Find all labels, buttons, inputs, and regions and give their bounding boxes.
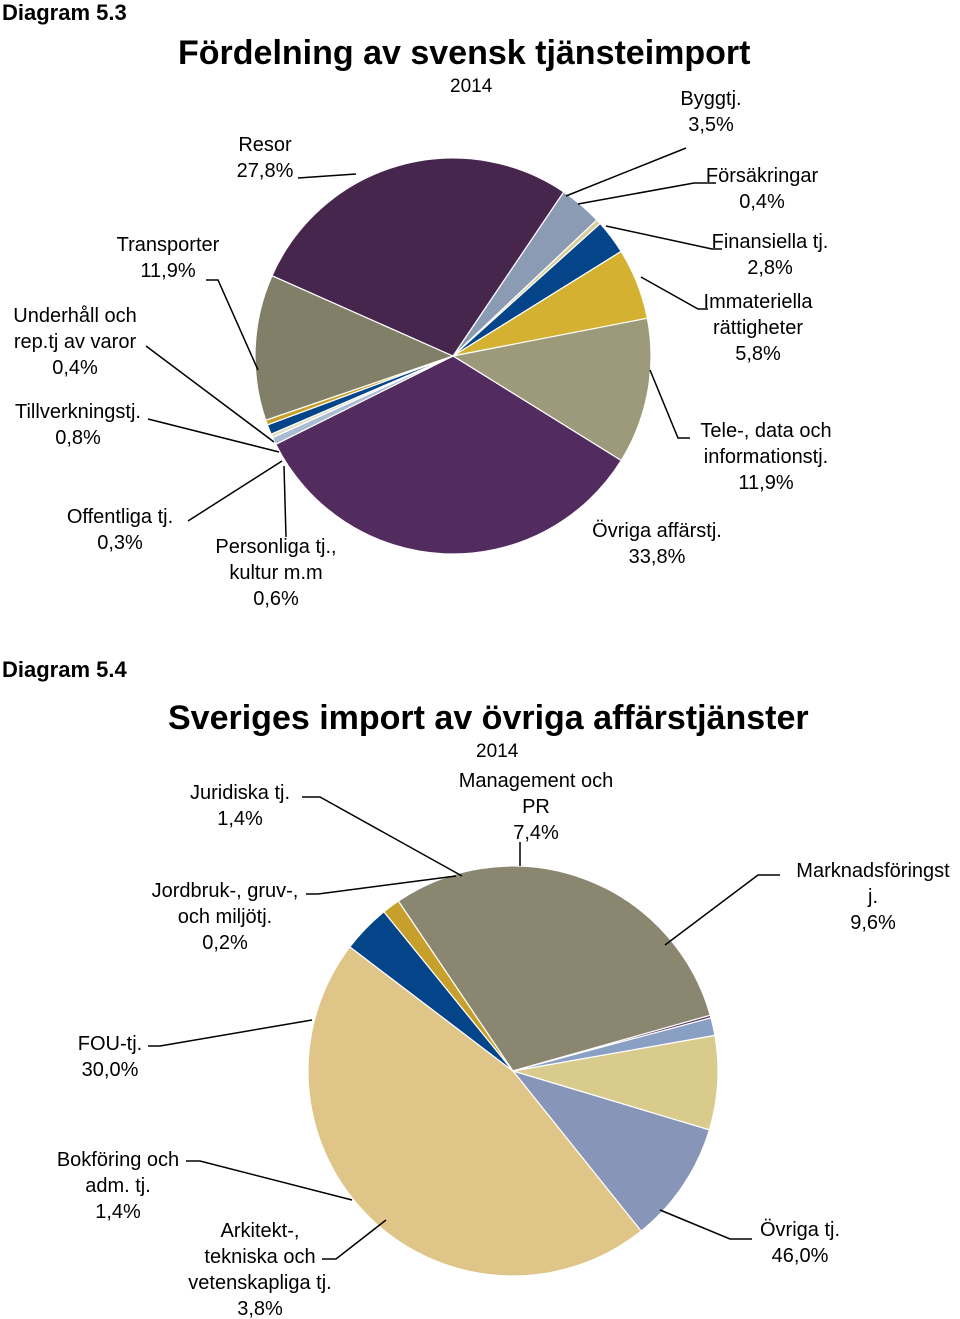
pie1-slice-ovriga-affarstj (274, 355, 623, 555)
pie2-label-management-och-pr: Management och PR 7,4% (459, 770, 614, 844)
chart-title-1: Fördelning av svensk tjänsteimport (178, 34, 751, 72)
pie1-leader-line-byggtj (565, 147, 687, 197)
pie-chart-1: Byggtj. 3,5% Försäkringar 0,4% Finansiella t… (13, 88, 831, 610)
pie1-label-underhall-och-rep-tj-av-varor: Underhåll och rep.tj av varor 0,4% (13, 305, 136, 379)
pie2-label-jordbruk-gruv-och-miljotj: Jordbruk-, gruv-, och miljötj. 0,2% (152, 880, 299, 954)
pie2-label-marknadsforingst-j: Marknadsföringst j. 9,6% (796, 860, 950, 934)
pie1-label-tillverkningstj: Tillverkningstj. 0,8% (15, 401, 141, 449)
pie2-label-bokforing-och-adm-tj: Bokföring och adm. tj. 1,4% (57, 1149, 179, 1223)
pie1-label-offentliga-tj: Offentliga tj. 0,3% (67, 506, 173, 554)
pie1-leader-line-transporter (206, 279, 259, 371)
pie2-leader-line-arkitekt-tekniska-och-vetenskapliga-tj (322, 1219, 387, 1260)
pie1-label-personliga-tj-kultur-m-m: Personliga tj., kultur m.m 0,6% (215, 536, 336, 610)
pie1-leader-line-underhall-och-rep-tj-av-varor (145, 345, 275, 443)
pie2-slice-juridiska-tj (512, 1017, 716, 1072)
pie2-leader-line-ovriga-tj (659, 1209, 752, 1240)
chart-year-2: 2014 (476, 741, 519, 762)
pie1-label-immateriella-rattigheter: Immateriella rättigheter 5,8% (704, 291, 814, 365)
pie1-slice-tele-data-och-informationstj (451, 317, 652, 462)
pie1-leader-line-tillverkningstj (147, 418, 280, 453)
pie2-slice-fou-tj (397, 865, 712, 1072)
pie1-label-ovriga-affarstj: Övriga affärstj. 33,8% (592, 520, 722, 568)
pie1-leader-line-forsakringar (577, 182, 716, 205)
pie2-slice-marknadsforingst-j (511, 1069, 711, 1232)
pie1-slice-transporter (254, 274, 455, 421)
pie1-label-forsakringar: Försäkringar 0,4% (706, 165, 819, 213)
pie1-leader-line-finansiella-tj (605, 225, 722, 250)
diagram-5-3-label: Diagram 5.3 (2, 0, 127, 25)
pie2-slice-ovriga-tj (307, 946, 642, 1277)
chart-title-2: Sveriges import av övriga affärstjänster (168, 699, 809, 737)
pie2-leader-line-bokforing-och-adm-tj (186, 1160, 353, 1201)
pie1-leader-line-offentliga-tj (187, 460, 283, 522)
pie2-leader-line-juridiska-tj (302, 796, 463, 877)
pie2-leader-line-jordbruk-gruv-och-miljotj (306, 875, 457, 895)
pie2-leader-line-marknadsforingst-j (664, 874, 780, 946)
pie1-label-tele-data-och-informationstj: Tele-, data och informationstj. 11,9% (700, 420, 831, 494)
chart-year-1: 2014 (450, 76, 493, 97)
pie2-label-arkitekt-tekniska-och-vetenskapliga-tj: Arkitekt-, tekniska och vetenskapliga tj. 3… (188, 1220, 331, 1319)
pie2-label-fou-tj: FOU-tj. 30,0% (78, 1033, 142, 1081)
pie-chart-2: Management och PR 7,4% Marknadsföringst j. 9,… (57, 770, 950, 1319)
diagram-5-4-label: Diagram 5.4 (2, 657, 127, 682)
pie2-label-juridiska-tj: Juridiska tj. 1,4% (190, 782, 290, 830)
pie1-label-resor: Resor 27,8% (237, 134, 294, 182)
pie2-label-ovriga-tj: Övriga tj. 46,0% (760, 1219, 840, 1267)
pie1-leader-line-personliga-tj-kultur-m-m (283, 465, 287, 538)
pie1-slice-resor (271, 157, 565, 357)
pie2-slice-management-och-pr (512, 1034, 719, 1131)
pie2-leader-line-fou-tj (148, 1019, 313, 1047)
pie1-leader-line-resor (297, 173, 357, 179)
pie1-label-transporter: Transporter 11,9% (117, 234, 220, 282)
pie1-leader-line-tele-data-och-informationstj (649, 369, 690, 439)
pie1-leader-line-immateriella-rattigheter (640, 276, 708, 310)
pie1-label-byggtj: Byggtj. 3,5% (680, 88, 741, 136)
pie1-label-finansiella-tj: Finansiella tj. 2,8% (712, 231, 829, 279)
